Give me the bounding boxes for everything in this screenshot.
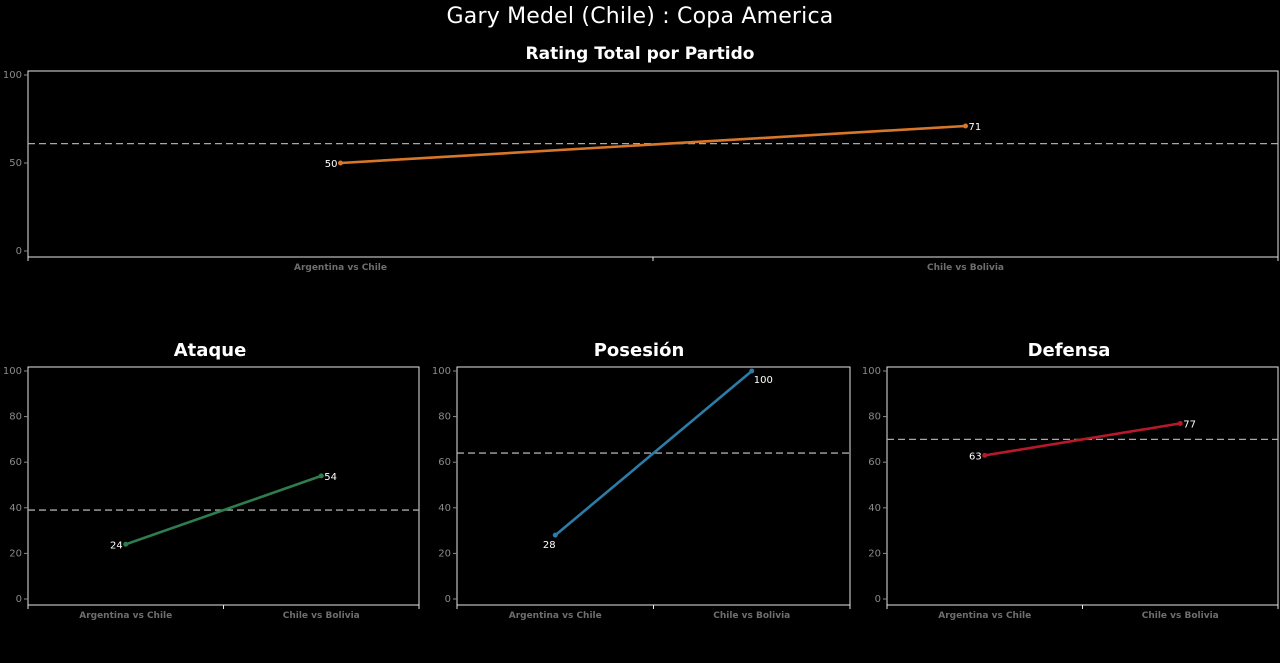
total-xtick-label: Chile vs Bolivia (927, 263, 1004, 273)
posesion-data-label: 28 (543, 540, 556, 551)
posesion-xtick-label: Chile vs Bolivia (713, 611, 790, 621)
ataque-xtick-label: Argentina vs Chile (79, 611, 172, 621)
defensa-ytick-label: 80 (868, 412, 881, 423)
defensa-xtick-label: Chile vs Bolivia (1142, 611, 1219, 621)
defensa-data-label: 77 (1183, 419, 1196, 430)
ataque-ytick-label: 100 (3, 366, 22, 377)
total-ytick-label: 100 (3, 70, 22, 81)
defensa-data-label: 63 (969, 451, 982, 462)
defensa-ytick-label: 40 (868, 503, 881, 514)
chart-title-total: Rating Total por Partido (525, 44, 755, 64)
total-xtick-label: Argentina vs Chile (294, 263, 387, 273)
ataque-data-point (318, 473, 324, 479)
posesion-ytick-label: 80 (438, 412, 451, 423)
defensa-ytick-label: 100 (862, 366, 881, 377)
posesion-data-point (552, 532, 558, 538)
defensa-ytick-label: 60 (868, 457, 881, 468)
total-ytick-label: 0 (16, 246, 22, 257)
ataque-ytick-label: 40 (9, 503, 22, 514)
ataque-ytick-label: 20 (9, 548, 22, 559)
posesion-plot-frame (456, 366, 851, 606)
total-data-point (963, 123, 968, 129)
posesion-ytick-label: 60 (438, 457, 451, 468)
defensa-ytick-label: 0 (875, 594, 881, 605)
posesion-ytick-label: 40 (438, 503, 451, 514)
posesion-ytick-label: 0 (445, 594, 451, 605)
total-plot-frame (27, 70, 1279, 258)
total-data-label: 71 (969, 122, 982, 133)
chart-title-ataque: Ataque (173, 340, 247, 361)
ataque-data-label: 54 (324, 472, 337, 483)
defensa-series-line (983, 422, 1182, 457)
posesion-data-label: 100 (754, 375, 773, 386)
ataque-data-point (123, 541, 129, 547)
ataque-ytick-label: 60 (9, 457, 22, 468)
chart-title-posesion: Posesión (593, 340, 685, 361)
total-data-point (338, 160, 343, 166)
total-series-line (339, 124, 967, 165)
ataque-series-line (124, 474, 323, 546)
total-data-label: 50 (325, 159, 338, 170)
ataque-plot-frame (27, 366, 420, 606)
page-title: Gary Medel (Chile) : Copa America (446, 4, 834, 29)
ataque-ytick-label: 0 (16, 594, 22, 605)
defensa-data-point (1177, 420, 1183, 426)
total-ytick-label: 50 (9, 158, 22, 169)
posesion-ytick-label: 20 (438, 548, 451, 559)
posesion-xtick-label: Argentina vs Chile (509, 611, 602, 621)
posesion-ytick-label: 100 (432, 366, 451, 377)
posesion-series-line (553, 369, 754, 537)
defensa-ytick-label: 20 (868, 548, 881, 559)
ataque-data-label: 24 (110, 540, 123, 551)
ataque-xtick-label: Chile vs Bolivia (283, 611, 360, 621)
defensa-data-point (982, 452, 988, 458)
ataque-ytick-label: 80 (9, 412, 22, 423)
chart-title-defensa: Defensa (1027, 340, 1111, 361)
defensa-plot-frame (886, 366, 1279, 606)
posesion-data-point (749, 368, 755, 374)
defensa-xtick-label: Argentina vs Chile (938, 611, 1031, 621)
